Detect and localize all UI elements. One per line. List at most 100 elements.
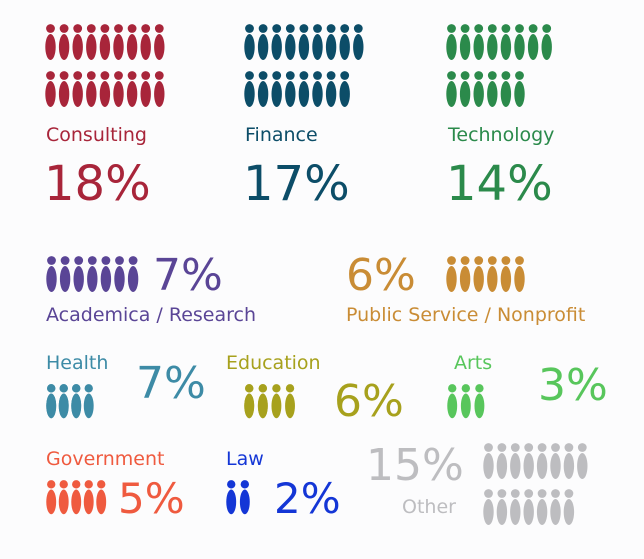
category-label-government: Government [46, 448, 165, 470]
person-icon [96, 480, 107, 515]
category-label-academica-research: Academica / Research [46, 304, 257, 326]
person-icon [257, 384, 268, 419]
person-icon [500, 256, 512, 292]
person-icon [59, 256, 71, 292]
value-label-arts: 3% [538, 360, 608, 411]
category-label-consulting: Consulting [46, 124, 147, 146]
icon-group-academica-research [46, 256, 139, 292]
person-icon [58, 384, 69, 419]
icon-group-education [244, 384, 295, 419]
icon-group-arts [447, 384, 485, 419]
person-icon [523, 489, 534, 525]
person-icon [514, 71, 525, 107]
person-icon [87, 256, 98, 292]
category-label-health: Health [46, 352, 109, 374]
person-icon [46, 256, 57, 292]
value-label-academica-research: 7% [153, 250, 223, 301]
person-icon [325, 24, 337, 60]
person-icon [510, 489, 521, 525]
person-icon [541, 24, 552, 60]
person-icon [325, 71, 337, 107]
person-icon [312, 24, 323, 60]
person-icon [339, 71, 350, 107]
person-icon [244, 24, 255, 60]
person-icon [257, 24, 269, 60]
person-icon [83, 480, 94, 515]
person-icon [285, 71, 296, 107]
person-icon [527, 24, 539, 60]
person-icon [446, 71, 457, 107]
person-icon [460, 384, 471, 419]
person-icon [86, 71, 97, 107]
person-icon [86, 24, 97, 60]
person-icon [114, 256, 125, 292]
person-icon [496, 443, 508, 479]
category-label-arts: Arts [454, 352, 493, 374]
person-icon [550, 489, 561, 525]
person-icon [257, 71, 269, 107]
person-icon [45, 71, 56, 107]
person-icon [483, 489, 494, 525]
person-icon [459, 71, 471, 107]
icon-group-consulting [45, 24, 165, 107]
person-icon [244, 71, 255, 107]
person-icon [271, 384, 282, 419]
person-icon [45, 24, 56, 60]
person-icon [71, 480, 82, 515]
person-icon [339, 24, 350, 60]
person-icon [127, 256, 139, 292]
value-label-health: 7% [136, 358, 206, 409]
icon-group-health [46, 384, 94, 419]
person-icon [58, 71, 70, 107]
person-icon [446, 256, 457, 292]
person-icon [536, 489, 548, 525]
person-icon [271, 24, 282, 60]
person-icon [46, 480, 57, 515]
value-label-technology: 14% [446, 156, 553, 212]
person-icon [113, 71, 124, 107]
person-icon [126, 71, 138, 107]
person-icon [447, 384, 458, 419]
icon-group-other [483, 443, 588, 525]
person-icon [72, 71, 83, 107]
category-label-education: Education [226, 352, 321, 374]
person-icon [523, 443, 534, 479]
value-label-other: 15% [366, 440, 464, 491]
person-icon [353, 24, 364, 60]
value-label-law: 2% [274, 474, 341, 523]
person-icon [46, 384, 57, 419]
person-icon [58, 24, 70, 60]
person-icon [154, 24, 165, 60]
icon-group-government [46, 480, 107, 515]
person-icon [113, 24, 124, 60]
icon-group-technology [446, 24, 552, 107]
person-icon [140, 71, 151, 107]
person-icon [73, 256, 84, 292]
person-icon [514, 256, 525, 292]
category-label-technology: Technology [448, 124, 555, 146]
person-icon [473, 24, 484, 60]
person-icon [446, 24, 457, 60]
person-icon [487, 24, 498, 60]
person-icon [514, 24, 525, 60]
category-label-law: Law [226, 448, 264, 470]
person-icon [510, 443, 521, 479]
value-label-consulting: 18% [44, 156, 151, 212]
value-label-education: 6% [334, 376, 404, 427]
person-icon [298, 24, 310, 60]
category-label-finance: Finance [245, 124, 318, 146]
person-icon [58, 480, 69, 515]
person-icon [563, 443, 575, 479]
person-icon [226, 480, 237, 515]
category-label-public-service: Public Service / Nonprofit [346, 304, 586, 326]
category-label-other: Other [402, 496, 456, 518]
person-icon [474, 384, 485, 419]
person-icon [459, 24, 471, 60]
person-icon [298, 71, 310, 107]
person-icon [72, 24, 83, 60]
icon-group-law [226, 480, 250, 515]
person-icon [550, 443, 561, 479]
person-icon [99, 71, 111, 107]
person-icon [83, 384, 94, 419]
